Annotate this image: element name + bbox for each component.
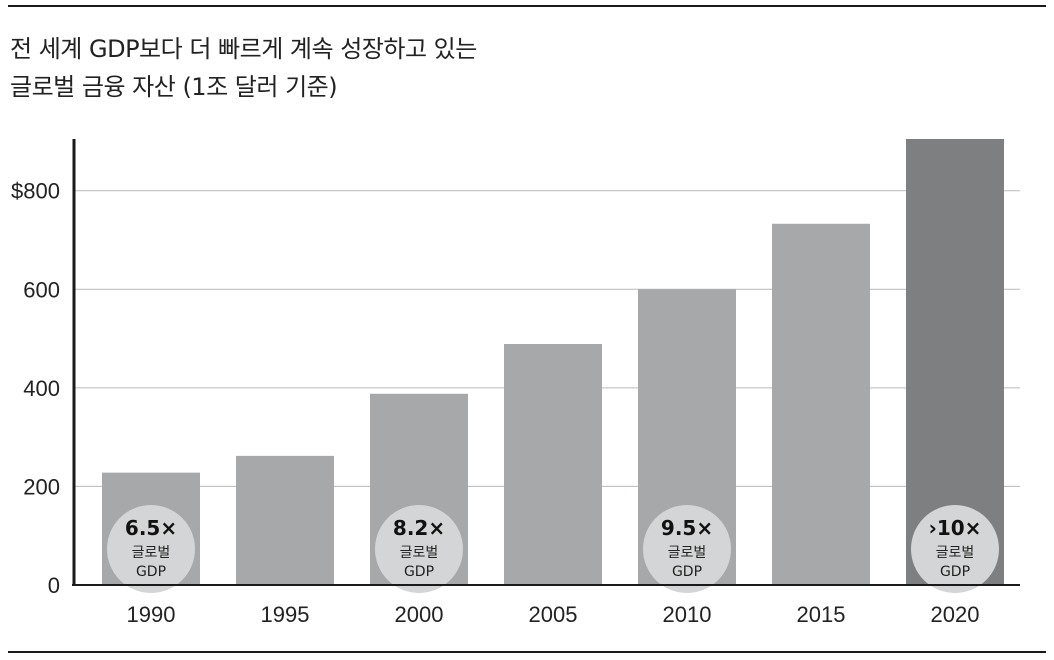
- multiplier-badges: 6.5× 글로벌 GDP 8.2× 글로벌 GDP 9.5× 글로벌 GDP ›10× 글로벌 GDP: [107, 505, 999, 593]
- x-tick-label: 2005: [529, 602, 578, 627]
- x-tick-label: 2000: [395, 602, 444, 627]
- bar-2015: [772, 223, 870, 585]
- chart-title: 전 세계 GDP보다 더 빠르게 계속 성장하고 있는 글로벌 금융 자산 (1…: [10, 30, 477, 106]
- badge-label: 글로벌: [668, 545, 707, 561]
- multiplier-badge-2010: 9.5× 글로벌 GDP: [643, 505, 731, 593]
- axes: 0 200 400 600 $800 1990 1995 2000 2005 2010 2015 20…: [11, 139, 1020, 627]
- badge-circle: [911, 505, 999, 593]
- y-tick-label: 0: [48, 573, 60, 598]
- x-tick-label: 2020: [931, 602, 980, 627]
- multiplier-badge-2000: 8.2× 글로벌 GDP: [375, 505, 463, 593]
- bar-2005: [504, 344, 602, 585]
- badge-label-gdp: GDP: [940, 564, 970, 580]
- badge-label: 글로벌: [936, 545, 975, 561]
- x-tick-label: 1995: [261, 602, 310, 627]
- multiplier-badge-2020: ›10× 글로벌 GDP: [911, 505, 999, 593]
- badge-circle: [107, 505, 195, 593]
- y-tick-label: $800: [11, 179, 60, 204]
- chart-title-line-2: 글로벌 금융 자산 (1조 달러 기준): [10, 73, 338, 101]
- badge-label: 글로벌: [132, 545, 171, 561]
- x-tick-label: 2010: [663, 602, 712, 627]
- bar-1995: [236, 455, 334, 585]
- badge-multiplier: 6.5×: [125, 516, 177, 540]
- y-tick-label: 600: [23, 277, 60, 302]
- y-tick-label: 400: [23, 376, 60, 401]
- badge-label-gdp: GDP: [672, 564, 702, 580]
- chart-title-line-1: 전 세계 GDP보다 더 빠르게 계속 성장하고 있는: [10, 35, 477, 63]
- badge-multiplier: 8.2×: [393, 516, 445, 540]
- y-tick-label: 200: [23, 474, 60, 499]
- badge-circle: [375, 505, 463, 593]
- badge-circle: [643, 505, 731, 593]
- bars: [102, 139, 1004, 585]
- x-tick-label: 2015: [797, 602, 846, 627]
- bottom-rule: [8, 651, 1046, 653]
- top-rule: [8, 5, 1046, 7]
- x-tick-label: 1990: [127, 602, 176, 627]
- multiplier-badge-1990: 6.5× 글로벌 GDP: [107, 505, 195, 593]
- badge-multiplier: 9.5×: [661, 516, 713, 540]
- badge-label-gdp: GDP: [136, 564, 166, 580]
- badge-label: 글로벌: [400, 545, 439, 561]
- badge-multiplier: ›10×: [929, 516, 982, 540]
- badge-label-gdp: GDP: [404, 564, 434, 580]
